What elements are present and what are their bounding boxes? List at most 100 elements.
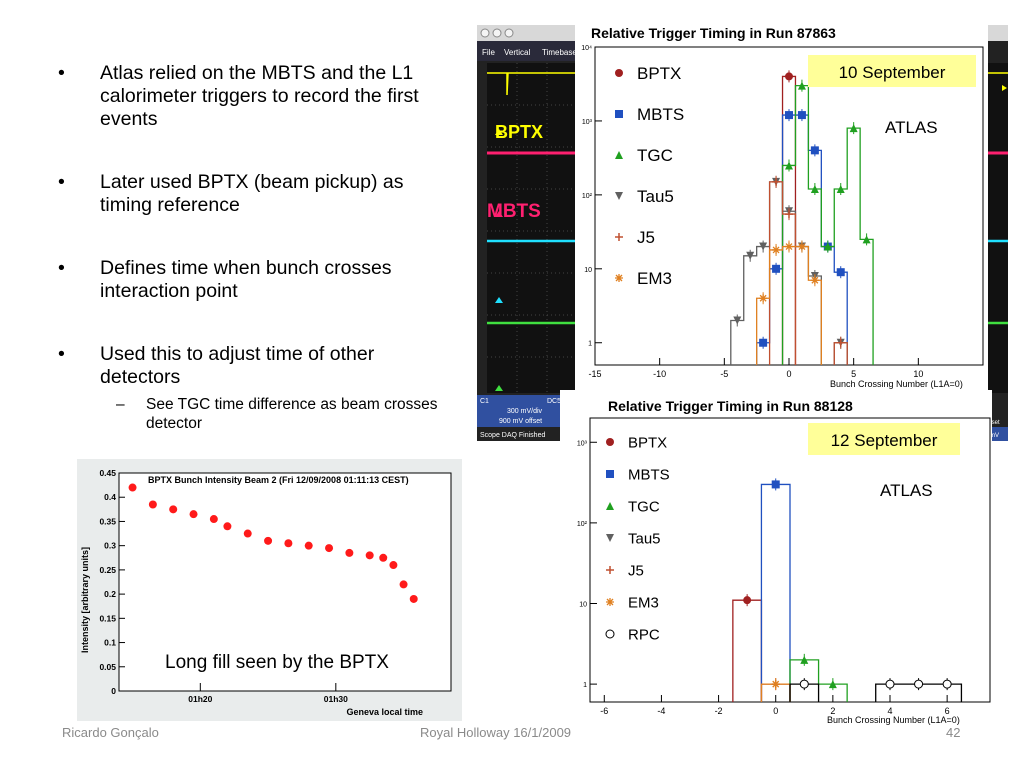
- footer-page-number: 42: [946, 725, 961, 740]
- edge-title-bar: [988, 25, 1008, 41]
- legend-label-tau5: Tau5: [637, 187, 674, 206]
- legend-marker-mbts: [615, 110, 623, 118]
- point-bptx: [785, 72, 793, 81]
- intensity-point: [169, 505, 178, 514]
- y-tick-label: 0.35: [99, 516, 116, 526]
- x-axis-label: Bunch Crossing Number (L1A=0): [827, 715, 960, 725]
- point-tgc: [849, 124, 858, 133]
- oscilloscope-edge-svg: mV fset: [988, 25, 1008, 441]
- y-tick-label: 0.3: [104, 541, 116, 551]
- marker-c1-icon: [495, 129, 503, 135]
- bullet-item: • Used this to adjust time of other dete…: [58, 343, 458, 389]
- x-tick-label: 10: [913, 369, 923, 379]
- x-tick-label: 5: [851, 369, 856, 379]
- intensity-point: [284, 539, 293, 548]
- legend-marker-bptx: [615, 69, 623, 77]
- histogram-group: [732, 478, 963, 702]
- bptx-intensity-svg: BPTX Bunch Intensity Beam 2 (Fri 12/09/2…: [80, 468, 452, 717]
- intensity-point: [409, 594, 418, 603]
- trace-bptx: [487, 72, 605, 96]
- y-tick-label: 1: [588, 341, 592, 348]
- intensity-point: [223, 522, 232, 531]
- atlas-label: ATLAS: [880, 481, 933, 500]
- y-tick-label: 0.4: [104, 492, 116, 502]
- y-tick-label: 0.45: [99, 468, 116, 478]
- edge-marker-icon: [1002, 85, 1007, 91]
- x-tick-label: 01h20: [188, 694, 212, 704]
- point-mbts: [772, 264, 781, 273]
- histogram-bptx: [732, 599, 763, 702]
- date-annotation-box: [808, 55, 976, 87]
- x-tick-label: 0: [773, 706, 778, 716]
- point-tau5: [759, 242, 768, 251]
- y-tick-label: 10²: [577, 521, 588, 528]
- window-minimize-icon[interactable]: [492, 28, 502, 38]
- intensity-point: [243, 529, 252, 538]
- menu-file[interactable]: File: [482, 48, 495, 57]
- intensity-point: [148, 500, 157, 509]
- window-close-icon[interactable]: [480, 28, 490, 38]
- window-zoom-icon[interactable]: [504, 28, 514, 38]
- point-mbts: [771, 480, 780, 489]
- trigger-chart-svg: Relative Trigger Timing in Run 87863 -15…: [581, 25, 984, 389]
- legend-label-bptx: BPTX: [637, 64, 681, 83]
- legend-label-mbts: MBTS: [628, 466, 670, 483]
- point-mbts: [810, 146, 819, 155]
- y-tick-label: 0.05: [99, 662, 116, 672]
- point-tau5: [733, 316, 742, 325]
- x-tick-label: -2: [715, 706, 723, 716]
- point-bptx: [743, 596, 752, 605]
- x-tick-label: 4: [887, 706, 892, 716]
- intensity-point: [365, 551, 374, 560]
- legend-label-em3: EM3: [637, 269, 672, 288]
- edge-info-box: [988, 427, 1008, 441]
- intensity-point: [189, 510, 198, 519]
- legend-marker-tau5: [615, 192, 623, 200]
- histogram-tgc: [789, 659, 848, 702]
- chart-title: BPTX Bunch Intensity Beam 2 (Fri 12/09/2…: [148, 475, 409, 485]
- edge-info-fset: fset: [990, 420, 1000, 426]
- scope-status: Scope DAQ Finished: [480, 432, 545, 439]
- marker-c3-icon: [495, 297, 503, 303]
- atlas-label: ATLAS: [885, 118, 938, 137]
- intensity-point: [209, 515, 218, 524]
- point-tgc: [823, 242, 832, 251]
- legend-marker-rpc: [605, 629, 615, 639]
- legend-label-rpc: RPC: [628, 626, 660, 643]
- point-tau5: [746, 251, 755, 260]
- scope-label-mbts: MBTS: [487, 201, 541, 222]
- histogram-rpc: [789, 683, 963, 702]
- caption-box: [134, 646, 420, 676]
- point-mbts: [785, 111, 793, 120]
- trigger-chart-svg: Relative Trigger Timing in Run 88128 -6-…: [577, 398, 991, 725]
- y-tick-label: 10³: [582, 119, 593, 126]
- bullet-item: • Atlas relied on the MBTS and the L1 ca…: [58, 62, 458, 131]
- menu-timebase[interactable]: Timebase: [542, 48, 577, 57]
- intensity-point: [325, 544, 334, 553]
- trigger-chart-run-87863: Relative Trigger Timing in Run 87863 -15…: [575, 17, 987, 392]
- point-em3: [797, 242, 806, 251]
- legend-marker-j5: [615, 233, 623, 241]
- point-tgc: [836, 185, 845, 194]
- point-em3: [771, 680, 780, 689]
- legend-marker-tau5: [606, 534, 614, 542]
- point-em3: [759, 294, 768, 303]
- legend: BPTX MBTS TGC Tau5 J5 EM3: [615, 64, 684, 288]
- y-tick-label: 10: [579, 601, 587, 608]
- footer-venue: Royal Holloway 16/1/2009: [420, 725, 572, 740]
- x-tick-label: -10: [653, 369, 666, 379]
- trigger-chart-run-88128: Relative Trigger Timing in Run 88128 -6-…: [560, 390, 992, 728]
- point-em3: [785, 242, 793, 251]
- chart-title: Relative Trigger Timing in Run 88128: [608, 398, 853, 414]
- menu-vertical[interactable]: Vertical: [504, 48, 530, 57]
- histogram-group: [730, 70, 874, 365]
- x-tick-label: 0: [786, 369, 791, 379]
- bullet-glyph: •: [58, 62, 65, 84]
- edge-screen: [988, 63, 1008, 393]
- points-group: [128, 483, 418, 603]
- bullet-glyph: •: [58, 343, 65, 365]
- legend-label-bptx: BPTX: [628, 434, 667, 451]
- histogram-mbts: [760, 483, 791, 702]
- y-tick-label: 0.2: [104, 589, 116, 599]
- point-mbts: [836, 268, 845, 277]
